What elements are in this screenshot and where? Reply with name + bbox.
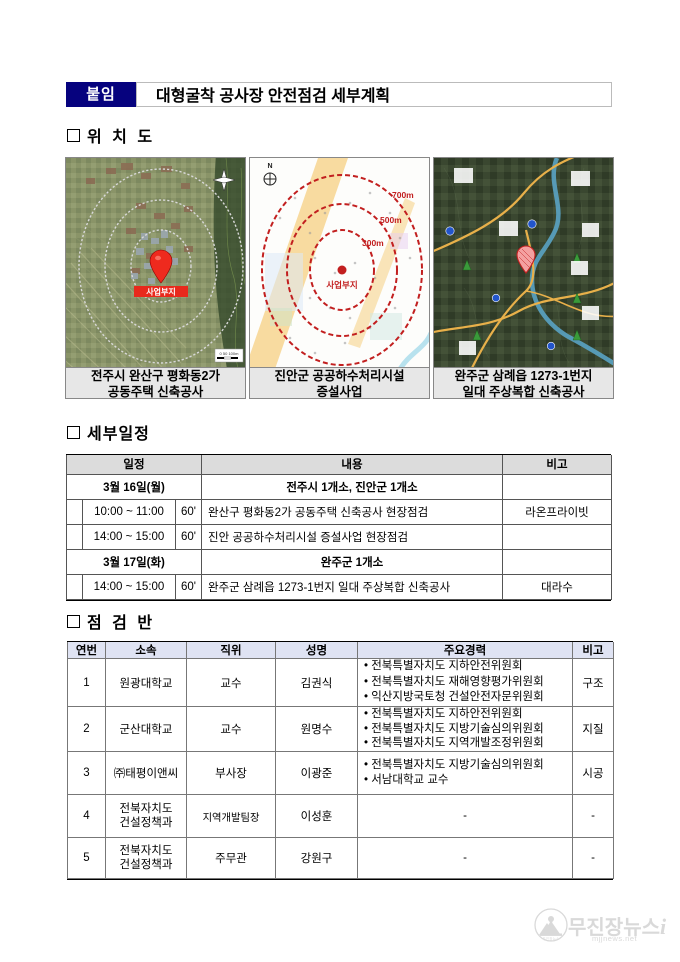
svg-text:N: N (267, 163, 272, 170)
svg-text:300m: 300m (362, 238, 384, 248)
svg-text:사업부지: 사업부지 (146, 287, 175, 297)
svg-text:무진장뉴스: 무진장뉴스 (542, 936, 559, 941)
svg-text:700m: 700m (392, 190, 414, 200)
svg-text:사업부지: 사업부지 (326, 280, 357, 290)
svg-text:500m: 500m (380, 215, 402, 225)
svg-text:0 50 100m: 0 50 100m (220, 351, 240, 356)
